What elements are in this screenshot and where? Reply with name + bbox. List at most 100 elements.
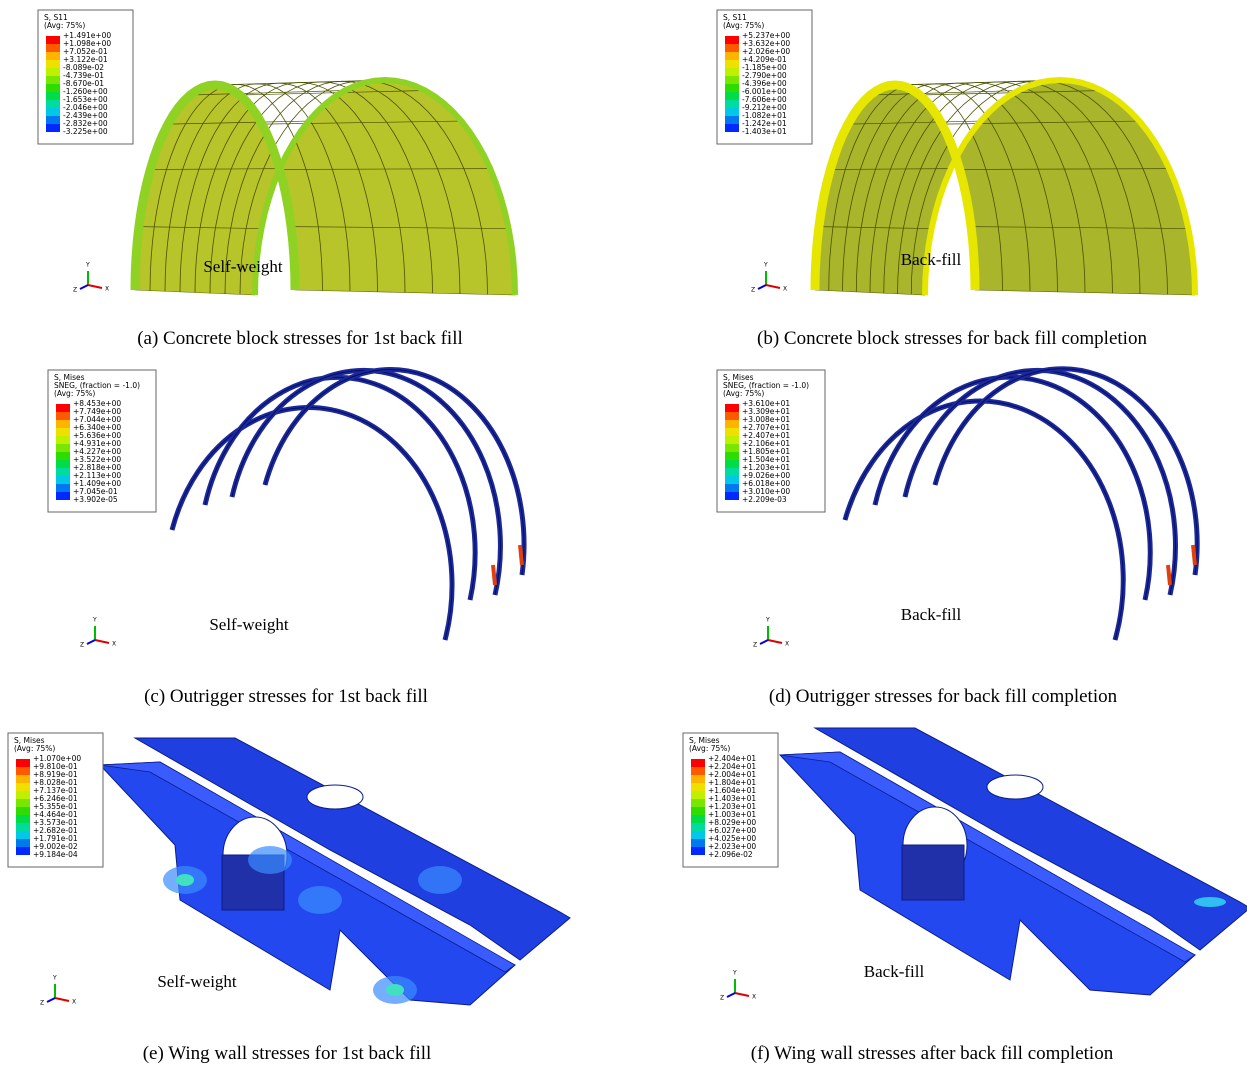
legend-band bbox=[16, 847, 30, 855]
legend-band bbox=[725, 412, 739, 420]
legend-band bbox=[725, 44, 739, 52]
caption: (a) Concrete block stresses for 1st back… bbox=[137, 328, 463, 349]
legend-band bbox=[16, 815, 30, 823]
panel: S, S11(Avg: 75%)+5.237e+00+3.632e+00+2.0… bbox=[717, 10, 1195, 349]
legend-band bbox=[46, 84, 60, 92]
legend-band bbox=[16, 791, 30, 799]
legend-band bbox=[725, 468, 739, 476]
legend-band bbox=[46, 44, 60, 52]
legend-band bbox=[691, 783, 705, 791]
arch-infill bbox=[902, 845, 964, 900]
legend-band bbox=[56, 404, 70, 412]
arch-opening bbox=[307, 785, 363, 809]
axis-label: X bbox=[783, 286, 787, 293]
axis-label: Z bbox=[40, 1000, 44, 1007]
axis-label: Z bbox=[720, 995, 724, 1002]
legend-band bbox=[725, 420, 739, 428]
legend-band bbox=[16, 839, 30, 847]
legend-band bbox=[725, 476, 739, 484]
legend-band bbox=[56, 484, 70, 492]
caption: (d) Outrigger stresses for back fill com… bbox=[769, 686, 1118, 707]
axis-x bbox=[766, 285, 780, 288]
legend-band bbox=[46, 116, 60, 124]
axis-label: X bbox=[112, 641, 116, 648]
legend-band bbox=[56, 444, 70, 452]
caption: (b) Concrete block stresses for back fil… bbox=[757, 328, 1147, 349]
legend-value: +9.184e-04 bbox=[33, 850, 78, 859]
legend-band bbox=[691, 815, 705, 823]
outrigger bbox=[172, 408, 452, 640]
axis-x bbox=[95, 640, 109, 643]
axis-z bbox=[727, 993, 735, 997]
axis-label: Y bbox=[732, 970, 737, 977]
legend-title: (Avg: 75%) bbox=[723, 21, 764, 30]
legend-band bbox=[46, 60, 60, 68]
legend-title: (Avg: 75%) bbox=[44, 21, 85, 30]
legend-band bbox=[16, 831, 30, 839]
legend-band bbox=[46, 52, 60, 60]
legend-band bbox=[46, 124, 60, 132]
legend-band bbox=[691, 767, 705, 775]
legend-value: +2.096e-02 bbox=[708, 850, 753, 859]
legend-band bbox=[56, 436, 70, 444]
axis-label: X bbox=[752, 994, 756, 1001]
axis-x bbox=[88, 285, 102, 288]
outrigger-edge bbox=[232, 370, 500, 595]
legend-band bbox=[16, 767, 30, 775]
legend-band bbox=[725, 68, 739, 76]
stress-zone bbox=[386, 984, 404, 996]
axis-label: Z bbox=[80, 642, 84, 649]
legend-band bbox=[725, 428, 739, 436]
arch-opening bbox=[987, 775, 1043, 799]
axis-x bbox=[768, 640, 782, 643]
legend-band bbox=[725, 100, 739, 108]
stress-spot bbox=[1193, 545, 1195, 565]
legend-band bbox=[691, 775, 705, 783]
legend-band bbox=[691, 839, 705, 847]
legend-band bbox=[691, 791, 705, 799]
legend-band bbox=[725, 452, 739, 460]
figure: S, S11(Avg: 75%)+1.491e+00+1.098e+00+7.0… bbox=[0, 0, 1247, 1068]
panel: S, Mises(Avg: 75%)+2.404e+01+2.204e+01+2… bbox=[683, 728, 1247, 1064]
stress-spot bbox=[493, 565, 495, 585]
legend-band bbox=[691, 807, 705, 815]
legend-title: (Avg: 75%) bbox=[54, 389, 95, 398]
legend-band bbox=[56, 420, 70, 428]
legend-band bbox=[725, 36, 739, 44]
legend-band bbox=[691, 831, 705, 839]
panel: S, S11(Avg: 75%)+1.491e+00+1.098e+00+7.0… bbox=[38, 10, 515, 349]
legend-band bbox=[46, 92, 60, 100]
load-label: Back-fill bbox=[864, 962, 925, 981]
legend-band bbox=[56, 460, 70, 468]
axis-label: Z bbox=[73, 287, 77, 294]
legend-band bbox=[56, 412, 70, 420]
legend-band bbox=[16, 823, 30, 831]
caption: (e) Wing wall stresses for 1st back fill bbox=[143, 1043, 432, 1064]
axis-label: Z bbox=[753, 642, 757, 649]
axis-x bbox=[55, 998, 69, 1001]
stress-zone bbox=[1194, 897, 1226, 907]
legend-band bbox=[16, 783, 30, 791]
stress-zone bbox=[248, 846, 292, 874]
axis-label: Y bbox=[765, 617, 770, 624]
legend-band bbox=[725, 460, 739, 468]
legend-band bbox=[16, 775, 30, 783]
axis-x bbox=[735, 993, 749, 996]
outrigger-edge bbox=[875, 377, 1150, 600]
legend-band bbox=[725, 444, 739, 452]
axis-label: X bbox=[785, 641, 789, 648]
axis-label: X bbox=[72, 999, 76, 1006]
axis-z bbox=[87, 640, 95, 644]
legend-title: (Avg: 75%) bbox=[14, 744, 55, 753]
axis-z bbox=[80, 285, 88, 289]
arch-surface bbox=[135, 80, 515, 295]
legend-band bbox=[46, 108, 60, 116]
outrigger-edge bbox=[845, 401, 1123, 640]
axis-z bbox=[47, 998, 55, 1002]
load-label: Back-fill bbox=[901, 605, 962, 624]
legend-band bbox=[725, 52, 739, 60]
stress-spot bbox=[1168, 565, 1170, 585]
legend-band bbox=[56, 428, 70, 436]
legend-band bbox=[725, 124, 739, 132]
